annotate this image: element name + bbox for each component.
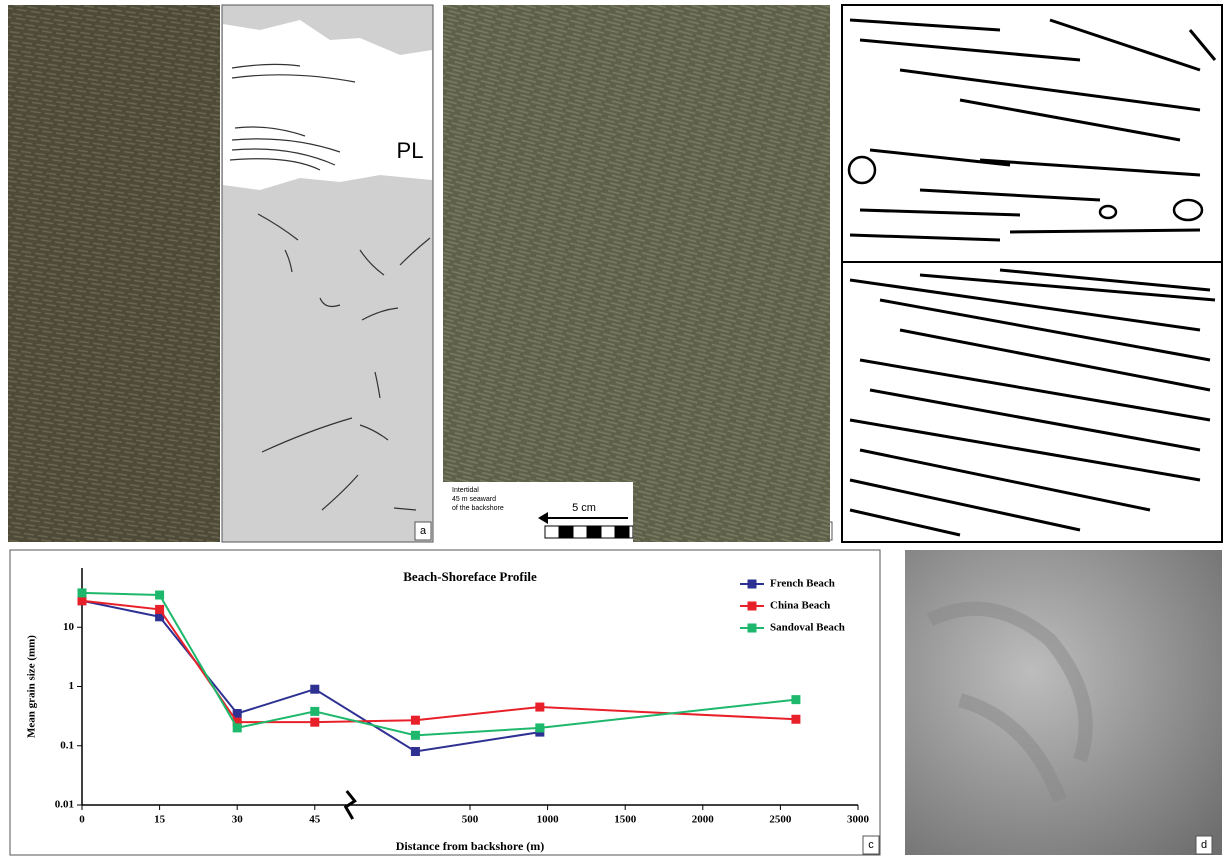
sketch-panel: PL a <box>222 5 433 542</box>
marker <box>78 588 87 597</box>
marker <box>791 695 800 704</box>
photo <box>8 5 220 542</box>
marker <box>155 591 164 600</box>
marker <box>310 707 319 716</box>
x-tick-label: 1500 <box>614 814 637 826</box>
x-axis-label: Distance from backshore (m) <box>396 839 545 853</box>
y-tick-label: 1 <box>69 680 75 692</box>
y-tick-label: 0.01 <box>55 799 74 811</box>
panel-label: a <box>420 525 427 537</box>
marker <box>233 723 242 732</box>
x-tick-label: 45 <box>309 814 321 826</box>
panel-label: d <box>1201 839 1207 851</box>
scale-bar-label: 5 cm <box>572 502 596 514</box>
photo <box>633 5 830 542</box>
y-tick-label: 0.1 <box>60 739 74 751</box>
legend-marker <box>748 602 757 611</box>
legend-label: Sandoval Beach <box>770 622 845 634</box>
line-drawing <box>842 5 1222 542</box>
legend-marker <box>748 580 757 589</box>
photo-panel: d <box>905 550 1222 855</box>
marker <box>78 596 87 605</box>
x-tick-label: 3000 <box>847 814 870 826</box>
legend-label: China Beach <box>770 600 830 612</box>
marker <box>791 715 800 724</box>
marker <box>411 747 420 756</box>
marker <box>411 731 420 740</box>
x-tick-label: 1000 <box>537 814 560 826</box>
figure: PL a Intertidal45 m seawardof the backsh… <box>0 0 1225 857</box>
x-tick-label: 2000 <box>692 814 715 826</box>
chart-title: Beach-Shoreface Profile <box>403 569 537 584</box>
marker <box>310 718 319 727</box>
marker <box>310 685 319 694</box>
x-tick-label: 15 <box>154 814 166 826</box>
legend-label: French Beach <box>770 578 835 590</box>
panel-label: c <box>868 839 874 851</box>
pl-label: PL <box>397 138 424 163</box>
marker <box>535 703 544 712</box>
y-tick-label: 10 <box>63 621 75 633</box>
marker <box>535 723 544 732</box>
x-tick-label: 0 <box>79 814 85 826</box>
legend-marker <box>748 624 757 633</box>
x-tick-label: 500 <box>462 814 479 826</box>
chart-panel <box>10 550 880 855</box>
marker <box>411 716 420 725</box>
y-axis-label: Mean grain size (mm) <box>26 635 38 738</box>
marker <box>155 605 164 614</box>
x-tick-label: 30 <box>232 814 244 826</box>
x-tick-label: 2500 <box>769 814 792 826</box>
